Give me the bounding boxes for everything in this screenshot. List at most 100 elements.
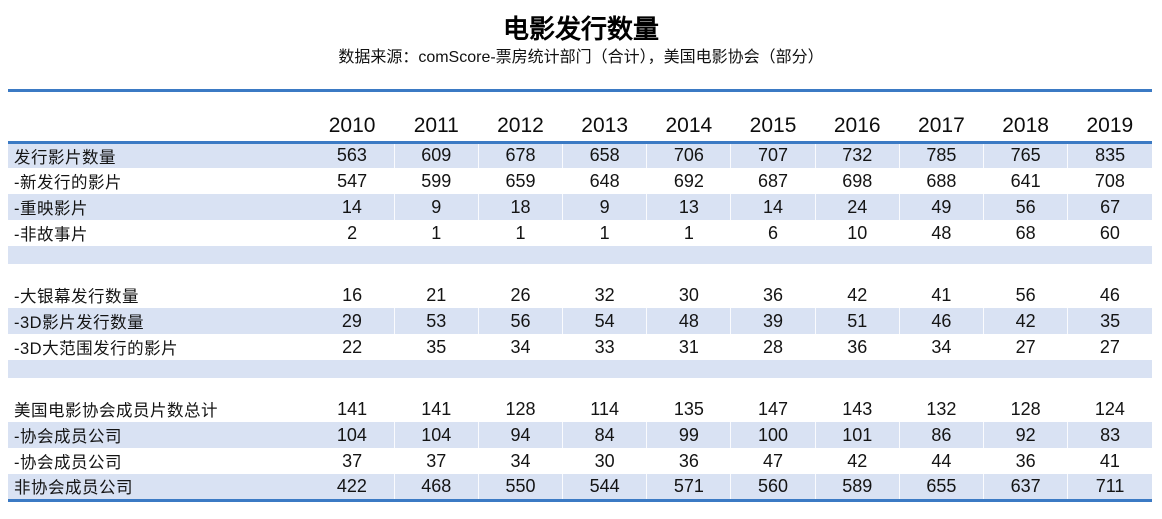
row-label: -3D大范围发行的影片 xyxy=(14,340,179,358)
cell-value: 18 xyxy=(477,194,563,220)
cell-value: 26 xyxy=(510,284,531,305)
cell-value: 659 xyxy=(505,170,536,191)
row-label: 美国电影协会成员片数总计 xyxy=(14,402,218,420)
cell-value: 6 xyxy=(768,222,779,243)
cell-value: 16 xyxy=(342,284,363,305)
cell-value: 571 xyxy=(646,474,731,502)
cell-value: 128 xyxy=(1010,398,1041,419)
cell-value: 30 xyxy=(678,284,699,305)
cell-value: 14 xyxy=(341,196,362,217)
cell-value: 41 xyxy=(931,284,952,305)
year-header: 2014 xyxy=(646,111,731,144)
row-label: 发行影片数量 xyxy=(14,148,116,167)
row-label: -协会成员公司 xyxy=(14,428,122,446)
cell-value: 688 xyxy=(926,170,957,191)
cell-value: 141 xyxy=(421,398,452,419)
cell-value: 37 xyxy=(342,450,363,471)
spacer-cell xyxy=(8,264,1152,282)
cell-value: 550 xyxy=(477,474,563,502)
cell-value: 468 xyxy=(393,474,479,502)
cell-value: 49 xyxy=(898,194,984,220)
cell-value: 56 xyxy=(477,308,563,334)
cell-value: 41 xyxy=(1099,450,1120,471)
cell-value: 32 xyxy=(594,284,615,305)
cell-value: 707 xyxy=(730,142,816,168)
year-header: 2016 xyxy=(815,111,900,144)
cell-value: 68 xyxy=(1015,222,1036,243)
cell-value: 29 xyxy=(341,310,362,331)
cell-value: 42 xyxy=(847,450,868,471)
cell-value: 124 xyxy=(1094,398,1125,419)
cell-value: 21 xyxy=(426,284,447,305)
cell-value: 36 xyxy=(1015,450,1036,471)
table-row: -大银幕发行数量 16 21 26 32 30 36 42 41 56 46 xyxy=(8,282,1152,308)
cell-value: 83 xyxy=(1067,422,1152,448)
cell-value: 706 xyxy=(646,142,731,168)
cell-value: 698 xyxy=(842,170,873,191)
cell-value: 99 xyxy=(646,422,731,448)
cell-value: 104 xyxy=(393,422,479,448)
cell-value: 36 xyxy=(678,450,699,471)
cell-value: 34 xyxy=(931,336,952,357)
cell-value: 648 xyxy=(589,170,620,191)
table-row: -重映影片 14 9 18 9 13 14 24 49 56 67 xyxy=(8,194,1152,220)
cell-value: 27 xyxy=(1099,336,1120,357)
spacer-row xyxy=(8,378,1152,396)
cell-value: 36 xyxy=(763,284,784,305)
cell-value: 53 xyxy=(393,308,479,334)
cell-value: 422 xyxy=(310,474,395,502)
cell-value: 1 xyxy=(599,222,610,243)
table-row: 发行影片数量 563 609 678 658 706 707 732 785 765 835 xyxy=(8,142,1152,168)
year-header-row: 2010 2011 2012 2013 2014 2015 2016 2017 2018 2019 xyxy=(8,111,1152,144)
cell-value: 637 xyxy=(982,474,1068,502)
cell-value: 599 xyxy=(421,170,452,191)
year-header: 2018 xyxy=(983,111,1068,144)
spacer-row xyxy=(8,360,1152,378)
cell-value: 35 xyxy=(426,336,447,357)
cell-value: 24 xyxy=(814,194,900,220)
cell-value: 563 xyxy=(336,145,367,166)
cell-value: 27 xyxy=(1015,336,1036,357)
cell-value: 44 xyxy=(931,450,952,471)
row-label: -新发行的影片 xyxy=(14,174,122,192)
year-header: 2015 xyxy=(730,111,816,144)
cell-value: 658 xyxy=(562,142,647,168)
cell-value: 46 xyxy=(898,308,984,334)
cell-value: 547 xyxy=(337,170,368,191)
row-label: -协会成员公司 xyxy=(14,454,122,472)
cell-value: 114 xyxy=(590,398,619,419)
cell-value: 132 xyxy=(926,398,957,419)
cell-value: 36 xyxy=(847,336,868,357)
spacer-cell xyxy=(8,246,1152,264)
cell-value: 609 xyxy=(393,142,479,168)
cell-value: 33 xyxy=(594,336,615,357)
cell-value: 67 xyxy=(1067,194,1152,220)
table-row: 美国电影协会成员片数总计 141 141 128 114 135 147 143 132 128 1… xyxy=(8,396,1152,422)
data-source-subtitle: 数据来源：comScore-票房统计部门（合计），美国电影协会（部分） xyxy=(338,49,824,66)
cell-value: 42 xyxy=(847,284,868,305)
cell-value: 589 xyxy=(814,474,900,502)
cell-value: 31 xyxy=(678,336,699,357)
table-row: -新发行的影片 547 599 659 648 692 687 698 688 641 708 xyxy=(8,168,1152,194)
corner-cell xyxy=(8,111,310,144)
cell-value: 2 xyxy=(347,222,358,243)
cell-value: 1 xyxy=(683,222,694,243)
spacer-cell xyxy=(8,378,1152,396)
cell-value: 692 xyxy=(673,170,704,191)
table-body: 发行影片数量 563 609 678 658 706 707 732 785 765 835 -新发行… xyxy=(8,142,1152,502)
cell-value: 678 xyxy=(477,142,563,168)
row-label: -3D影片发行数量 xyxy=(14,314,145,332)
cell-value: 1 xyxy=(431,222,442,243)
row-label: -大银幕发行数量 xyxy=(14,288,139,306)
cell-value: 56 xyxy=(982,194,1068,220)
cell-value: 100 xyxy=(730,422,816,448)
row-label: -非故事片 xyxy=(14,226,88,244)
cell-value: 56 xyxy=(1015,284,1036,305)
table-row: -3D大范围发行的影片 22 35 34 33 31 28 36 34 27 27 xyxy=(8,334,1152,360)
cell-value: 128 xyxy=(505,398,536,419)
table-row: 非协会成员公司 422 468 550 544 571 560 589 655 637 711 xyxy=(8,474,1152,502)
cell-value: 641 xyxy=(1010,170,1041,191)
cell-value: 544 xyxy=(562,474,647,502)
cell-value: 104 xyxy=(336,424,367,445)
cell-value: 765 xyxy=(982,142,1068,168)
